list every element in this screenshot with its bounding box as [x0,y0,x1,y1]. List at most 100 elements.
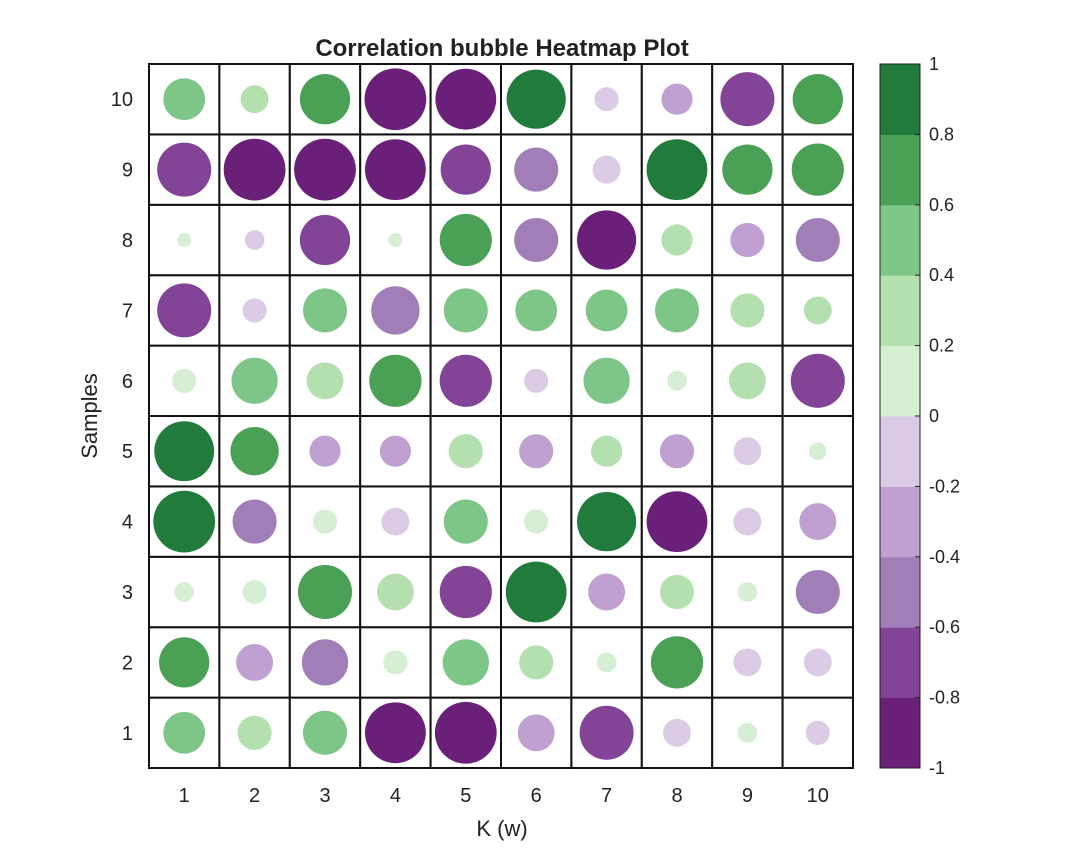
bubble [232,499,277,544]
y-axis-label: Samples [77,373,102,459]
bubble [448,434,483,469]
colorbar-swatch [880,486,920,558]
colorbar-tick-label: 1 [929,54,939,74]
x-tick-label: 6 [531,785,542,807]
y-tick-label: 9 [122,160,133,182]
colorbar-tick-label: -0.4 [929,547,960,567]
bubble [514,147,559,192]
bubble [364,68,427,131]
bubble [579,705,634,760]
bubble [792,74,843,125]
colorbar-tick-label: -0.2 [929,476,960,496]
colorbar-tick-label: 0 [929,406,939,426]
colorbar-swatch [880,627,920,699]
bubble [440,144,491,195]
colorbar-swatch [880,134,920,206]
colorbar: -1 -0.8 -0.6 -0.4 -0.2 0 0.2 0.4 0.6 0.8 1 [879,54,960,778]
bubble [439,565,492,619]
plot-area: 1 2 3 4 5 6 7 8 9 10 1 2 3 4 5 6 7 8 9 10 [111,63,854,807]
x-tick-label: 3 [319,785,330,807]
y-tick-label: 7 [122,300,133,322]
bubble [434,701,497,764]
bubble [306,362,344,400]
y-tick-label: 6 [122,371,133,393]
x-tick-label: 10 [807,785,829,807]
bubble [157,142,212,197]
bubble [585,289,628,332]
colorbar-tick-label: 0.6 [929,195,954,215]
y-tick-label: 4 [122,512,133,534]
bubble [294,138,356,201]
x-tick-label: 8 [671,785,682,807]
bubble [654,288,700,333]
bubble [650,636,704,689]
bubble [722,144,773,195]
x-tick-label: 2 [249,785,260,807]
bubble [588,573,626,611]
bubble [237,715,272,750]
bubble [795,217,840,263]
bubble [376,573,414,611]
bubble [808,442,827,461]
bubble [799,503,837,541]
bubble [524,509,549,534]
bubble [517,714,555,752]
bubble [659,434,695,469]
bubble [439,354,492,407]
colorbar-swatch [880,697,920,769]
bubble [297,564,353,620]
bubble [730,293,765,328]
bubble [594,87,619,112]
bubble [790,353,845,408]
y-tick-label: 1 [122,723,133,745]
x-tick-label: 4 [390,785,401,807]
bubble [583,357,630,404]
x-tick-label: 7 [601,785,612,807]
bubble [154,421,215,482]
chart-title: Correlation bubble Heatmap Plot [315,35,688,62]
y-tick-label: 2 [122,652,133,674]
bubble [172,368,197,393]
bubble [737,582,758,602]
bubble [720,72,775,127]
bubble [519,434,554,469]
bubble [733,437,762,466]
bubble [577,210,637,270]
x-tick-label: 5 [460,785,471,807]
bubble [223,138,286,201]
bubble [519,645,554,680]
bubble [371,286,420,335]
bubble [439,213,492,267]
bubble [435,68,497,130]
colorbar-swatch [880,64,920,135]
bubble [791,143,844,196]
bubble [159,637,210,688]
x-tick-label: 1 [179,785,190,807]
bubble [506,69,566,129]
bubble [299,214,351,266]
bubble [443,499,488,544]
bubble [803,648,832,677]
bubble [163,78,206,121]
bubble [596,652,617,673]
bubble [364,702,426,764]
y-tick-label: 8 [122,230,133,252]
bubble [646,139,708,201]
colorbar-tick-label: -0.6 [929,617,960,637]
bubble [661,224,693,256]
bubble [733,648,762,677]
bubble [177,233,192,247]
bubble [737,722,758,743]
bubble [805,720,830,745]
bubble [369,354,422,407]
bubble [803,296,832,325]
bubble [157,283,212,338]
bubble [153,490,216,553]
colorbar-swatch [880,275,920,347]
bubble [381,507,410,536]
bubble [302,710,348,755]
bubble [174,582,195,602]
bubble [505,561,567,623]
x-axis-label: K (w) [476,816,527,841]
